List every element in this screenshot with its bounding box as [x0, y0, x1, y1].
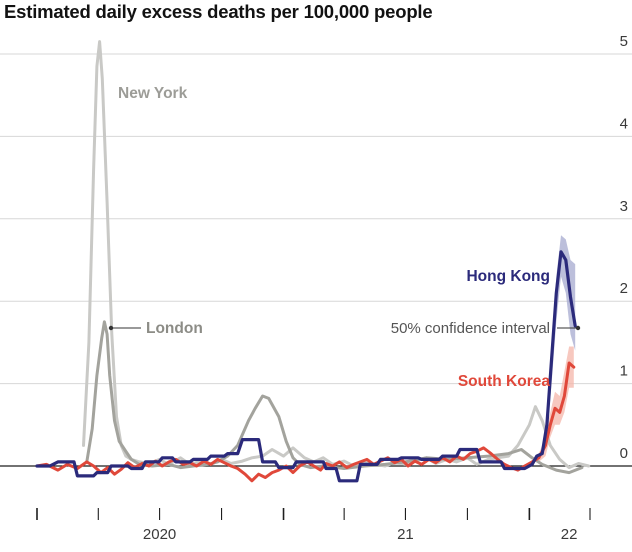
confidence-interval-annotation: 50% confidence interval [391, 320, 550, 337]
south-korea-label: South Korea [458, 373, 551, 390]
chart-title: Estimated daily excess deaths per 100,00… [4, 1, 433, 22]
confidence-leader-dot [575, 325, 581, 331]
hong-kong-line [35, 250, 577, 483]
x-tick-label-0: 2020 [143, 526, 176, 543]
new-york-label: New York [118, 85, 188, 102]
hong-kong-label: Hong Kong [466, 268, 550, 285]
x-tick-label-2: 22 [561, 526, 578, 543]
london-line [85, 320, 584, 475]
y-tick-label-3: 3 [620, 198, 628, 215]
y-tick-label-2: 2 [620, 280, 628, 297]
london-label: London [146, 320, 203, 337]
hong-kong-confidence-band [542, 235, 576, 458]
series-lines [35, 40, 591, 483]
x-axis: 2020 21 22 [36, 508, 591, 543]
new-york-line [82, 40, 591, 470]
y-tick-label-5: 5 [620, 33, 628, 50]
y-axis-tick-labels: 0 1 2 3 4 5 [620, 33, 628, 462]
annotations: 50% confidence interval [108, 320, 581, 337]
south-korea-line [35, 361, 576, 483]
series-labels: New York London South Korea Hong Kong [118, 85, 550, 390]
london-leader-dot [108, 325, 114, 331]
y-tick-label-4: 4 [620, 115, 628, 132]
x-tick-label-1: 21 [397, 526, 414, 543]
y-tick-label-1: 1 [620, 363, 628, 380]
y-tick-label-0: 0 [620, 445, 628, 462]
